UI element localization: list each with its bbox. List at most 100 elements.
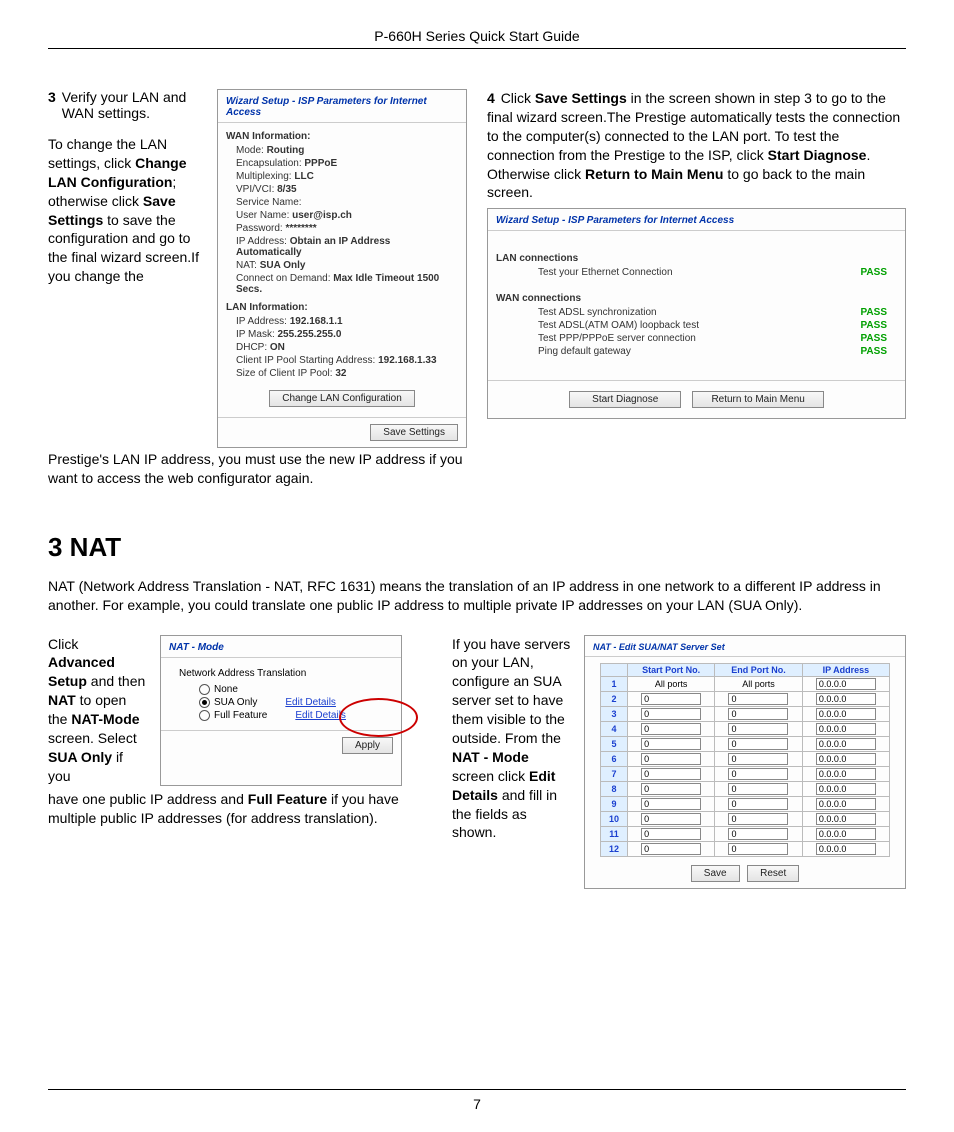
- txt: Click: [48, 636, 78, 652]
- conn-row: Test PPP/PPPoE server connectionPASS: [488, 332, 905, 345]
- table-row: 3000.0.0.0: [601, 706, 890, 721]
- row-index: 5: [601, 736, 628, 751]
- table-cell: 0: [715, 766, 802, 781]
- ip-input[interactable]: 0.0.0.0: [816, 693, 876, 705]
- txt-bold: SUA Only: [48, 749, 116, 765]
- table-cell: 0: [715, 736, 802, 751]
- save-settings-button[interactable]: Save Settings: [370, 424, 458, 441]
- start-port-input[interactable]: 0: [641, 723, 701, 735]
- wan-k: Service Name:: [236, 197, 302, 208]
- radio-none[interactable]: None: [169, 683, 393, 696]
- wan-k: User Name:: [236, 210, 292, 221]
- step3-continuation: Prestige's LAN IP address, you must use …: [48, 450, 467, 488]
- table-row: 11000.0.0.0: [601, 826, 890, 841]
- radio-label: SUA Only: [214, 697, 257, 708]
- sua-title: NAT - Edit SUA/NAT Server Set: [585, 636, 905, 657]
- lan-v: 255.255.255.0: [278, 329, 342, 340]
- apply-button[interactable]: Apply: [342, 737, 393, 754]
- end-port-input[interactable]: 0: [728, 738, 788, 750]
- ip-input[interactable]: 0.0.0.0: [816, 813, 876, 825]
- radio-sua-only[interactable]: SUA Only Edit Details: [169, 696, 393, 709]
- txt-bold: NAT: [48, 692, 80, 708]
- radio-icon: [199, 697, 210, 708]
- table-cell: 0: [628, 766, 715, 781]
- table-cell: 0: [628, 721, 715, 736]
- conn-row: Ping default gatewayPASS: [488, 345, 905, 358]
- start-port-input[interactable]: 0: [641, 813, 701, 825]
- txt-bold: Save Settings: [535, 90, 631, 106]
- wan-k: IP Address:: [236, 236, 290, 247]
- table-cell: 0: [628, 691, 715, 706]
- end-port-input[interactable]: 0: [728, 783, 788, 795]
- conn-label: Test ADSL(ATM OAM) loopback test: [538, 320, 699, 331]
- nat-mode-panel: NAT - Mode Network Address Translation N…: [160, 635, 402, 786]
- nat-left-col: Click Advanced Setup and then NAT to ope…: [48, 635, 432, 889]
- nat-heading: 3 NAT: [48, 532, 906, 563]
- wan-v: 8/35: [277, 184, 296, 195]
- txt: Click: [501, 90, 535, 106]
- start-diagnose-button[interactable]: Start Diagnose: [569, 391, 681, 408]
- end-port-input[interactable]: 0: [728, 813, 788, 825]
- ip-input[interactable]: 0.0.0.0: [816, 798, 876, 810]
- wan-k: VPI/VCI:: [236, 184, 277, 195]
- table-row: 2000.0.0.0: [601, 691, 890, 706]
- nat-mode-title: NAT - Mode: [161, 636, 401, 658]
- table-cell: 0: [715, 841, 802, 856]
- sua-reset-button[interactable]: Reset: [747, 865, 799, 882]
- end-port-input[interactable]: 0: [728, 753, 788, 765]
- sua-save-button[interactable]: Save: [691, 865, 740, 882]
- lan-conn-head: LAN connections: [488, 247, 905, 266]
- end-port-input[interactable]: 0: [728, 843, 788, 855]
- ip-input[interactable]: 0.0.0.0: [816, 783, 876, 795]
- row-index: 4: [601, 721, 628, 736]
- row-index: 1: [601, 676, 628, 691]
- nat-right-text: If you have servers on your LAN, configu…: [452, 635, 572, 889]
- start-port-input[interactable]: 0: [641, 753, 701, 765]
- edit-details-link[interactable]: Edit Details: [285, 697, 336, 708]
- lan-k: DHCP:: [236, 342, 270, 353]
- table-cell: 0: [715, 706, 802, 721]
- start-port-input[interactable]: 0: [641, 828, 701, 840]
- table-cell: 0.0.0.0: [802, 706, 889, 721]
- table-cell: 0.0.0.0: [802, 796, 889, 811]
- end-port-input[interactable]: 0: [728, 798, 788, 810]
- table-row: 7 0 0 0.0.0.0: [601, 766, 890, 781]
- start-port-input[interactable]: 0: [641, 783, 701, 795]
- start-port-input[interactable]: 0: [641, 768, 701, 780]
- ip-input[interactable]: 0.0.0.0: [816, 708, 876, 720]
- table-cell: 0: [715, 826, 802, 841]
- radio-label: None: [214, 684, 238, 695]
- end-port-input[interactable]: 0: [728, 693, 788, 705]
- edit-details-link[interactable]: Edit Details: [295, 710, 346, 721]
- ip-input[interactable]: 0.0.0.0: [816, 678, 876, 690]
- start-port-input[interactable]: 0: [641, 693, 701, 705]
- ip-input[interactable]: 0.0.0.0: [816, 723, 876, 735]
- ip-input[interactable]: 0.0.0.0: [816, 843, 876, 855]
- end-port-input[interactable]: 0: [728, 828, 788, 840]
- wizard2-title: Wizard Setup - ISP Parameters for Intern…: [488, 209, 905, 228]
- start-port-input[interactable]: 0: [641, 738, 701, 750]
- lan-v: 32: [335, 368, 346, 379]
- table-cell: 0: [715, 781, 802, 796]
- end-port-input[interactable]: 0: [728, 708, 788, 720]
- start-port-input[interactable]: 0: [641, 798, 701, 810]
- return-main-menu-button[interactable]: Return to Main Menu: [692, 391, 823, 408]
- txt-bold: Return to Main Menu: [585, 166, 727, 182]
- ip-input[interactable]: 0.0.0.0: [816, 753, 876, 765]
- start-port-input[interactable]: 0: [641, 708, 701, 720]
- table-cell: 0.0.0.0: [802, 781, 889, 796]
- lan-v: ON: [270, 342, 285, 353]
- start-port-input[interactable]: 0: [641, 843, 701, 855]
- ip-input[interactable]: 0.0.0.0: [816, 828, 876, 840]
- end-port-input[interactable]: 0: [728, 768, 788, 780]
- end-port-input[interactable]: 0: [728, 723, 788, 735]
- row-index: 7: [601, 766, 628, 781]
- page-footer: 7: [48, 1089, 906, 1112]
- ip-input[interactable]: 0.0.0.0: [816, 738, 876, 750]
- change-lan-button[interactable]: Change LAN Configuration: [269, 390, 415, 407]
- ip-input[interactable]: 0.0.0.0: [816, 768, 876, 780]
- conn-row: Test your Ethernet ConnectionPASS: [488, 266, 905, 279]
- radio-full-feature[interactable]: Full FeatureEdit Details: [169, 709, 393, 722]
- conn-row: Test ADSL synchronizationPASS: [488, 306, 905, 319]
- nat-left-cont: have one public IP address and Full Feat…: [48, 790, 432, 828]
